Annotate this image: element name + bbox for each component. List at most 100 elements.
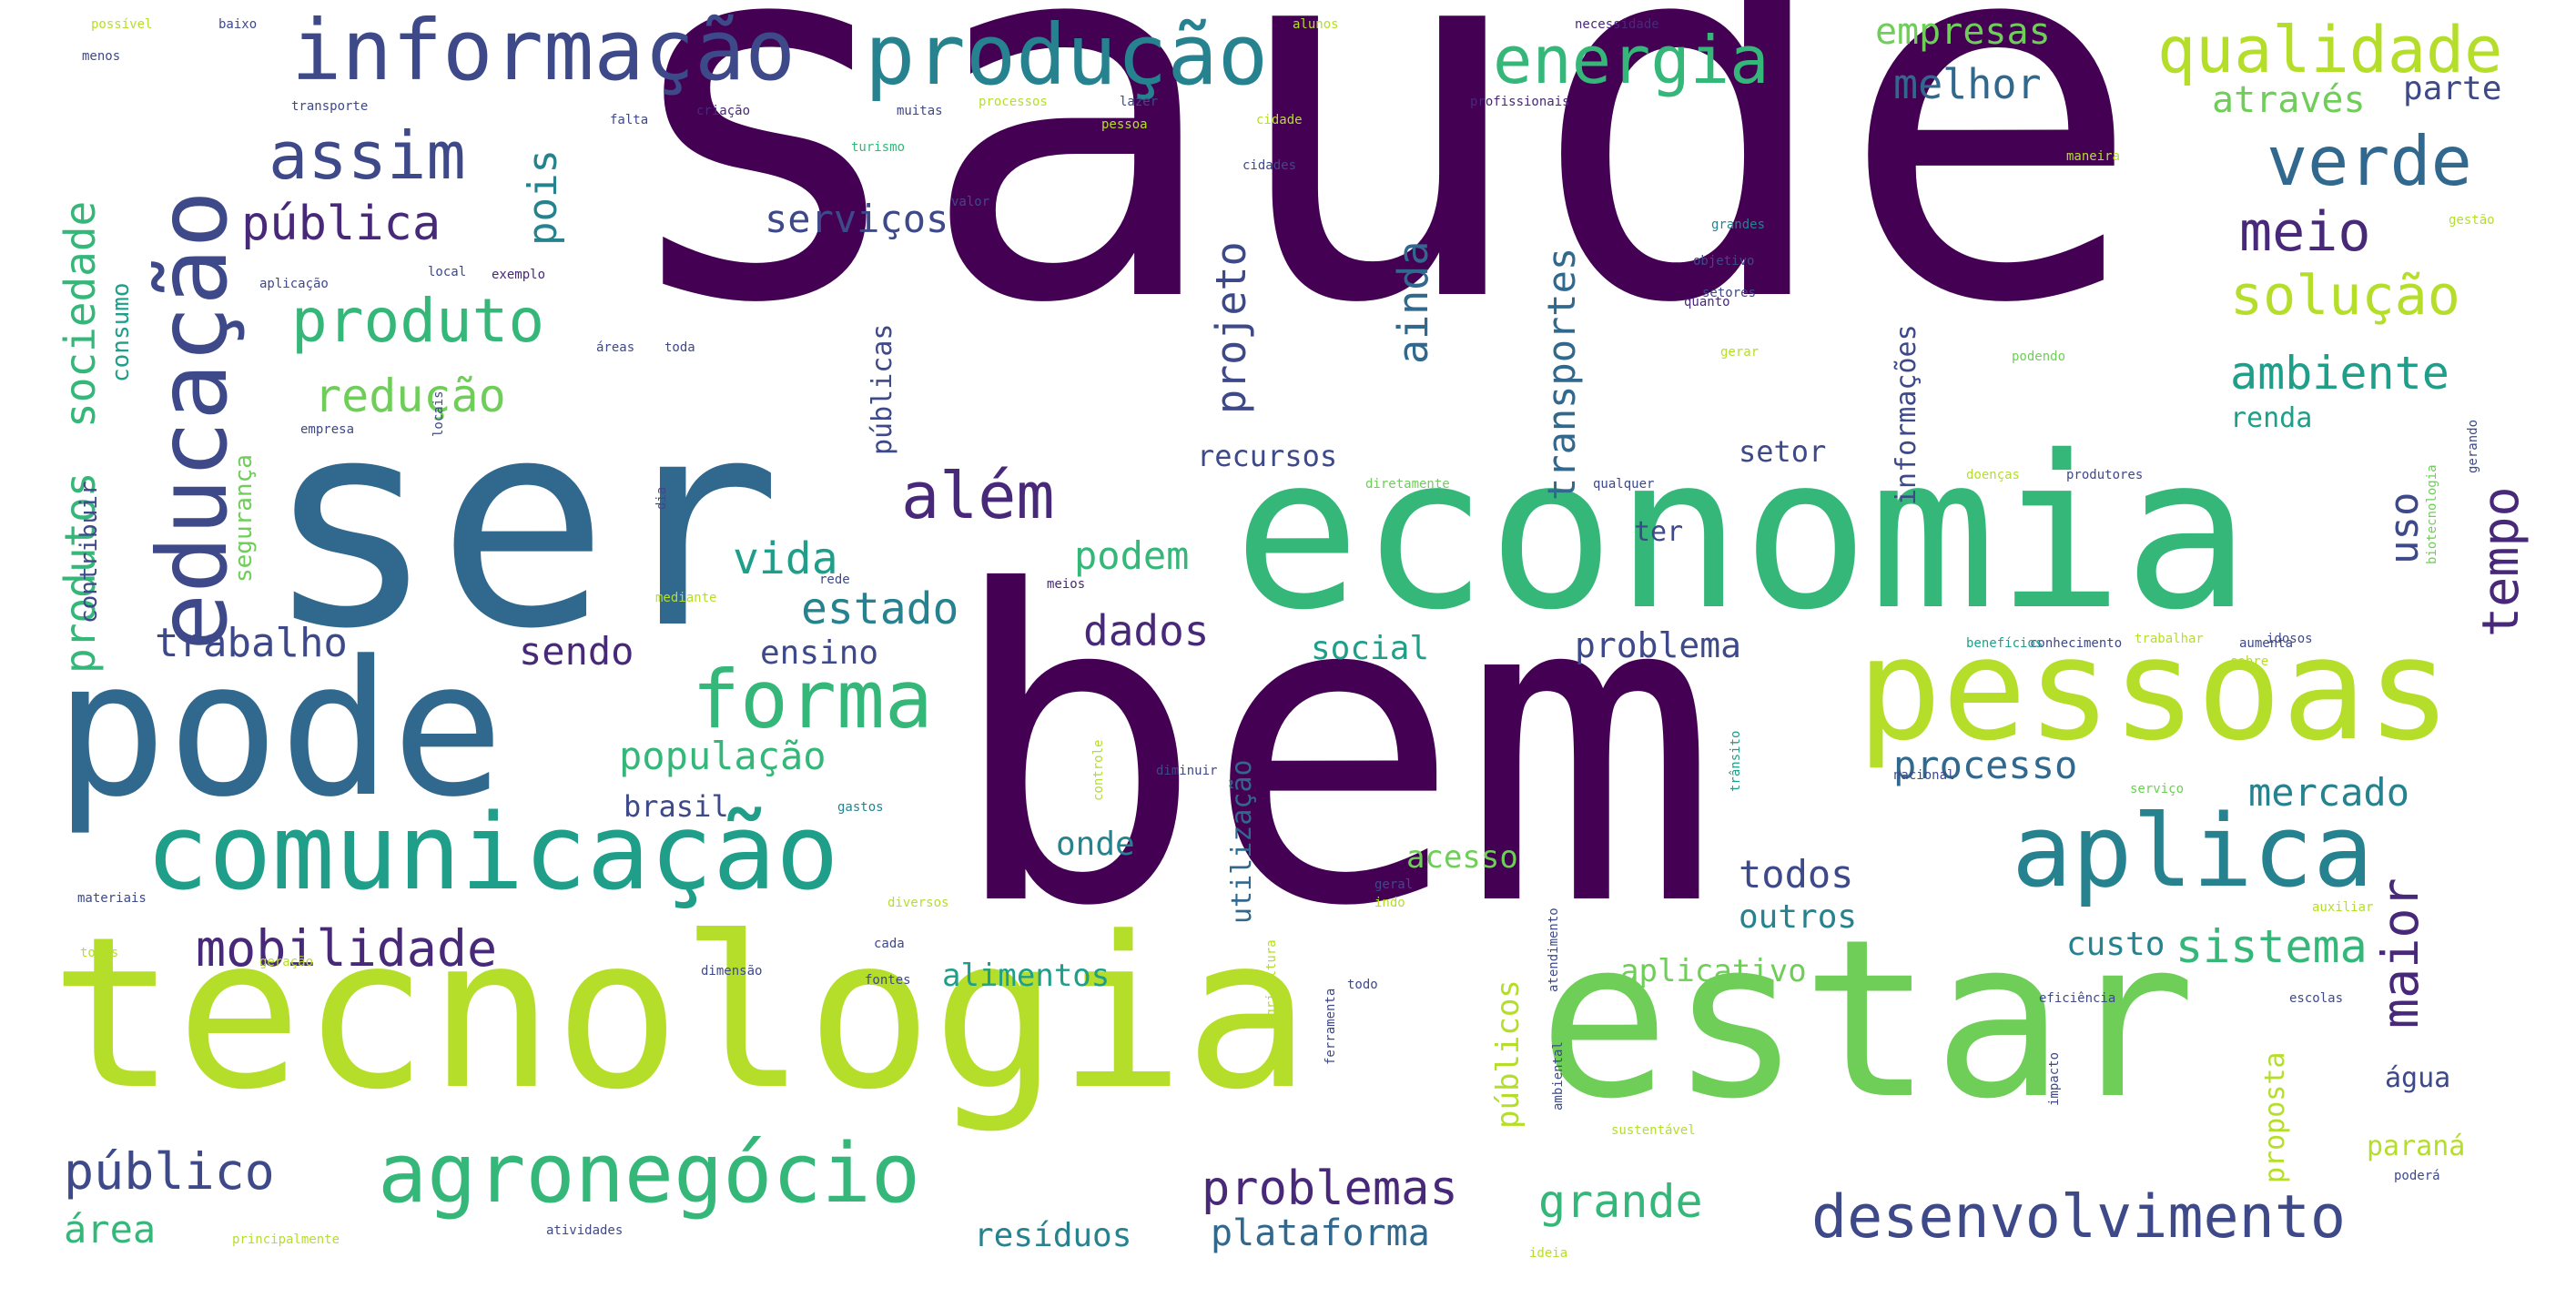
word-ambiente: ambiente	[2230, 347, 2449, 400]
word-contribuir: contribuir	[76, 481, 103, 624]
word-verde: verde	[2267, 121, 2472, 201]
word-controle: controle	[1091, 739, 1106, 801]
word-sistema: sistema	[2175, 920, 2368, 973]
word-setor: setor	[1739, 434, 1827, 469]
word-diminuir: diminuir	[1156, 764, 1218, 778]
word-grandes: grandes	[1711, 218, 1766, 232]
word-recursos: recursos	[1197, 439, 1338, 473]
word-residuos: resíduos	[974, 1217, 1132, 1254]
word-alimentos: alimentos	[942, 958, 1111, 994]
word-toda: toda	[664, 340, 695, 355]
word-profissionais: profissionais	[1470, 95, 1570, 109]
word-impacto: impacto	[2047, 1051, 2062, 1106]
word-empresas: empresas	[1875, 11, 2051, 53]
word-publicos: públicos	[1490, 979, 1526, 1129]
word-podendo: podendo	[2012, 350, 2066, 364]
word-baixo: baixo	[218, 17, 258, 32]
word-turismo: turismo	[851, 140, 906, 155]
word-cidades: cidades	[1242, 158, 1297, 173]
word-bem: bem	[947, 502, 1719, 999]
word-projeto: projeto	[1207, 241, 1255, 414]
word-sociedade: sociedade	[56, 200, 105, 428]
word-estar: estar	[1538, 892, 2196, 1147]
word-populacao: população	[619, 734, 827, 778]
word-vida: vida	[733, 533, 838, 584]
word-utilizacao: utilização	[1226, 759, 1258, 924]
word-desenvolvimento: desenvolvimento	[1811, 1183, 2346, 1252]
word-agricultura: agricultura	[1264, 939, 1279, 1024]
word-consumo: consumo	[107, 282, 135, 382]
word-cada: cada	[874, 937, 905, 951]
word-lazer: lazer	[1120, 95, 1159, 109]
word-setores: setores	[1702, 286, 1757, 300]
word-atividades: atividades	[546, 1223, 624, 1238]
word-materiais: materiais	[77, 891, 147, 906]
word-ser: ser	[264, 359, 782, 692]
word-problemas: problemas	[1202, 1161, 1458, 1216]
word-dia: dia	[654, 486, 669, 510]
word-custo: custo	[2066, 926, 2165, 963]
word-mercado: mercado	[2248, 770, 2410, 815]
word-processo: processo	[1893, 743, 2078, 787]
word-parana: paraná	[2367, 1131, 2466, 1162]
word-dados: dados	[1083, 606, 1210, 655]
word-podem: podem	[1074, 533, 1190, 578]
word-sendo: sendo	[519, 629, 634, 674]
word-informacao: informação	[291, 2, 796, 99]
word-qualidade: qualidade	[2157, 13, 2503, 87]
word-necessidade: necessidade	[1575, 17, 1659, 32]
word-solucao: solução	[2230, 264, 2460, 328]
word-social: social	[1311, 630, 1430, 667]
word-gerar: gerar	[1720, 345, 1760, 360]
word-eficiencia: eficiência	[2039, 991, 2116, 1006]
word-alunos: alunos	[1293, 17, 1339, 32]
word-acesso: acesso	[1406, 839, 1518, 876]
word-objetivo: objetivo	[1693, 254, 1755, 269]
word-trabalho: trabalho	[155, 620, 348, 666]
word-problema: problema	[1575, 625, 1742, 665]
word-geracao: geração	[259, 955, 314, 969]
word-quanto: quanto	[1684, 295, 1730, 309]
word-menos: menos	[82, 49, 121, 64]
word-tempo: tempo	[2471, 486, 2530, 637]
word-todo: todo	[1347, 978, 1378, 992]
word-energia: energia	[1493, 22, 1770, 98]
word-qualquer: qualquer	[1593, 477, 1655, 492]
word-tecnologia: tecnologia	[50, 893, 1311, 1136]
word-cidade: cidade	[1256, 113, 1303, 127]
word-pode: pode	[55, 622, 504, 838]
word-pessoa: pessoa	[1101, 117, 1148, 132]
word-aplica: aplica	[2012, 793, 2374, 909]
word-diversos: diversos	[887, 896, 949, 910]
word-sustentavel: sustentável	[1611, 1123, 1696, 1138]
word-maneira: maneira	[2066, 149, 2121, 164]
word-onde: onde	[1056, 826, 1135, 863]
word-dimensao: dimensão	[701, 964, 763, 979]
word-ideia: ideia	[1529, 1246, 1568, 1261]
word-forma: forma	[692, 653, 933, 746]
word-doencas: doenças	[1966, 468, 2021, 482]
word-nacional: nacional	[1893, 768, 1955, 783]
word-aumenta: aumenta	[2239, 636, 2294, 651]
word-trabalhar: trabalhar	[2135, 632, 2204, 646]
word-area: área	[64, 1207, 157, 1252]
word-mobilidade: mobilidade	[196, 919, 498, 978]
word-economia: economia	[1233, 411, 2251, 656]
word-todos: todos	[1739, 852, 1854, 897]
word-produtores: produtores	[2066, 468, 2144, 482]
word-processos: processos	[979, 95, 1048, 109]
word-todas: todas	[80, 946, 119, 960]
word-locais: locais	[431, 390, 446, 437]
word-publico: público	[64, 1142, 275, 1201]
word-local: local	[428, 265, 467, 279]
word-grande: grande	[1538, 1175, 1703, 1228]
word-conhecimento: conhecimento	[2030, 636, 2123, 651]
word-meio: meio	[2239, 200, 2371, 264]
word-publicas: públicas	[867, 323, 898, 456]
word-aplicativo: aplicativo	[1620, 953, 1807, 989]
word-valor: valor	[951, 195, 990, 209]
word-agronegocio: agronegócio	[378, 1126, 921, 1222]
word-maior: maior	[2371, 877, 2429, 1029]
word-exemplo: exemplo	[492, 268, 546, 282]
